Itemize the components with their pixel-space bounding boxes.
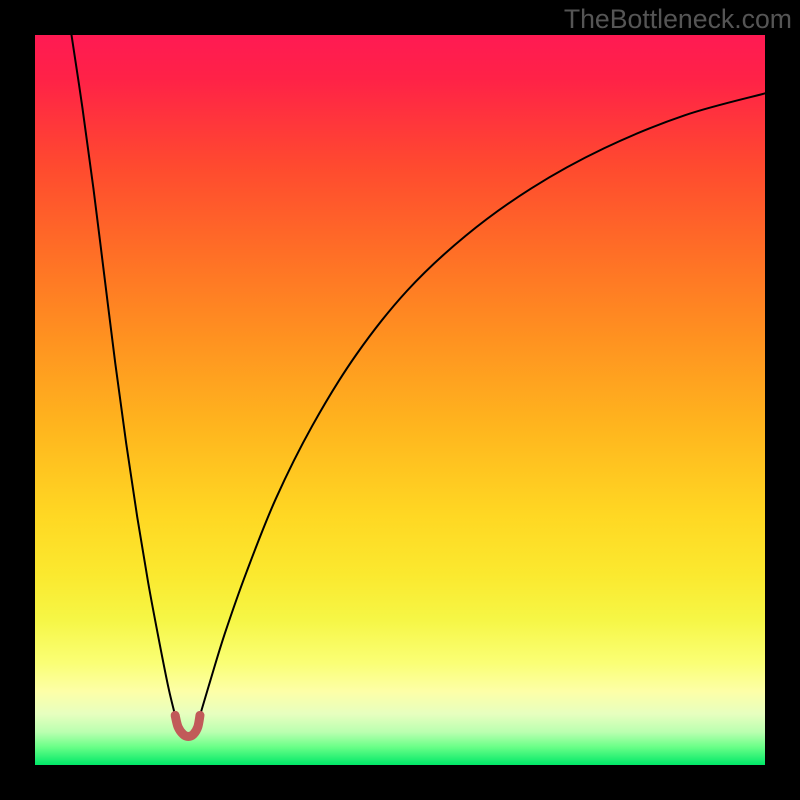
- watermark-text: TheBottleneck.com: [564, 4, 792, 35]
- curve-left-branch: [72, 35, 176, 715]
- plot-area: [35, 35, 765, 765]
- chart-stage: TheBottleneck.com: [0, 0, 800, 800]
- bottleneck-u-marker: [175, 715, 200, 736]
- curve-layer: [35, 35, 765, 765]
- curve-right-branch: [200, 93, 765, 715]
